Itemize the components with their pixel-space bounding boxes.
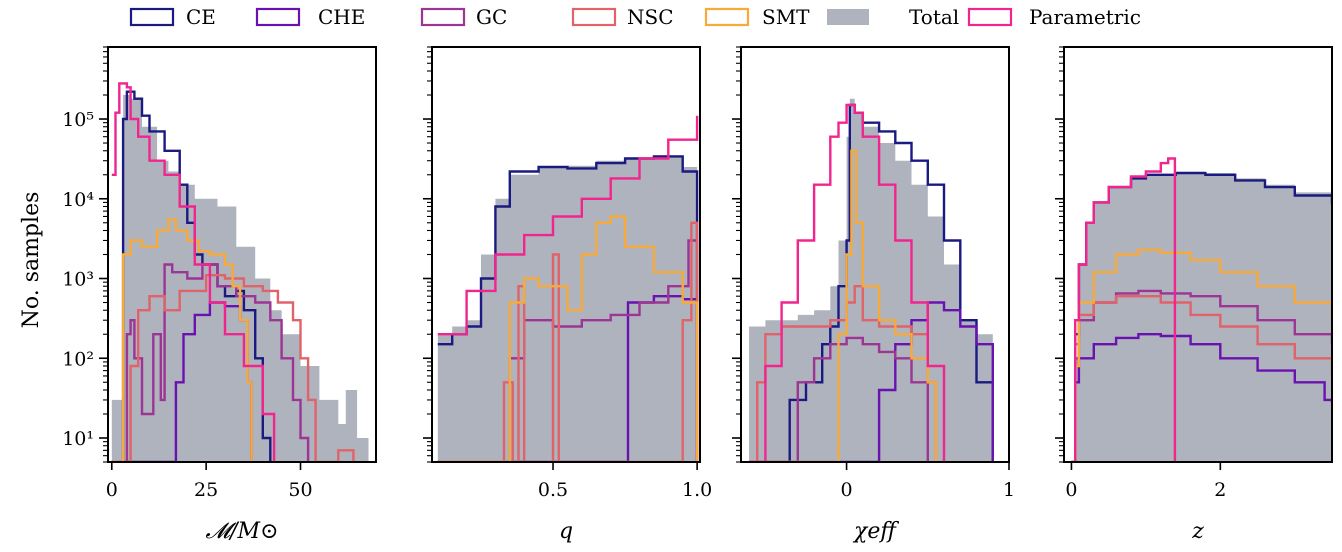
legend-label: NSC bbox=[627, 5, 674, 29]
legend-label: Parametric bbox=[1029, 5, 1141, 29]
series-smt bbox=[437, 215, 699, 462]
legend-label: Total bbox=[909, 5, 959, 29]
x-tick-label: 1 bbox=[1003, 479, 1015, 501]
legend-swatch bbox=[255, 7, 301, 27]
x-axis-label: χeff bbox=[852, 519, 899, 544]
series-smt bbox=[749, 149, 938, 462]
legend-label: CHE bbox=[318, 5, 365, 29]
legend-item-smt: SMT bbox=[704, 5, 810, 29]
panels: 10¹ 10² 10³ 10⁴ 10⁵ 0 25 50 𝓜/M⊙ 0.5 1.0 q 0 1 χeff 0 2z bbox=[62, 46, 1333, 544]
x-axis-label: 𝓜/M⊙ bbox=[205, 519, 278, 544]
series-nsc bbox=[111, 274, 355, 462]
y-tick-label: 10³ bbox=[62, 269, 94, 291]
series-gc bbox=[437, 239, 699, 462]
y-axis-label: No. samples bbox=[19, 192, 44, 329]
plot-area bbox=[111, 82, 369, 462]
series-total bbox=[749, 98, 993, 462]
legend-swatch bbox=[420, 7, 466, 27]
x-axis-label: z bbox=[1191, 519, 1204, 544]
x-axis-label: q bbox=[559, 519, 573, 544]
legend: CE CHE GC NSC SMT Total Parametric bbox=[129, 5, 1141, 29]
x-tick-label: 0 bbox=[1065, 479, 1077, 501]
legend-label: CE bbox=[186, 5, 216, 29]
series-nsc bbox=[749, 285, 938, 462]
panel-chirp-mass: 10¹ 10² 10³ 10⁴ 10⁵ 0 25 50 𝓜/M⊙ bbox=[62, 46, 377, 544]
y-tick-label: 10¹ bbox=[62, 428, 94, 450]
plot-area bbox=[1071, 157, 1332, 462]
x-tick-label: 0 bbox=[106, 479, 118, 501]
plot-area bbox=[437, 115, 699, 462]
series-nsc bbox=[437, 221, 699, 462]
series-parametric bbox=[437, 115, 699, 336]
series-parametric bbox=[749, 103, 946, 462]
y-tick-label: 10⁴ bbox=[62, 189, 94, 211]
x-tick-label: 50 bbox=[288, 479, 312, 501]
legend-item-ce: CE bbox=[129, 5, 216, 29]
panel-effective-spin: 0 1 χeff bbox=[732, 46, 1015, 544]
panel-mass-ratio: 0.5 1.0 q bbox=[423, 46, 712, 544]
plot-area bbox=[749, 98, 994, 462]
legend-swatch bbox=[571, 7, 617, 27]
legend-swatch bbox=[967, 7, 1013, 27]
panel-redshift: 0 2z bbox=[1055, 46, 1333, 544]
legend-swatch bbox=[129, 7, 175, 27]
x-tick-label: 0.5 bbox=[538, 479, 568, 501]
y-tick-label: 10⁵ bbox=[62, 109, 94, 131]
legend-swatch bbox=[827, 9, 869, 25]
series-ce bbox=[111, 90, 272, 462]
legend-label: SMT bbox=[762, 5, 810, 29]
series-parametric bbox=[111, 82, 276, 462]
series-che bbox=[437, 295, 699, 462]
series-parametric bbox=[1071, 157, 1177, 462]
series-smt bbox=[111, 218, 253, 462]
y-tick-label: 10² bbox=[62, 348, 94, 370]
legend-item-gc: GC bbox=[420, 5, 507, 29]
legend-label: GC bbox=[476, 5, 507, 29]
series-gc bbox=[111, 263, 310, 462]
x-tick-label: 2 bbox=[1214, 479, 1226, 501]
series-smt bbox=[1071, 248, 1332, 462]
x-tick-label: 25 bbox=[194, 479, 218, 501]
legend-item-che: CHE bbox=[255, 5, 365, 29]
series-gc bbox=[749, 336, 929, 462]
legend-item-total: Total bbox=[827, 5, 959, 29]
x-tick-label: 0 bbox=[841, 479, 853, 501]
series-total bbox=[1071, 171, 1332, 462]
legend-swatch bbox=[704, 7, 750, 27]
x-tick-label: 1.0 bbox=[682, 479, 712, 501]
legend-item-parametric: Parametric bbox=[967, 5, 1141, 29]
legend-item-nsc: NSC bbox=[571, 5, 674, 29]
